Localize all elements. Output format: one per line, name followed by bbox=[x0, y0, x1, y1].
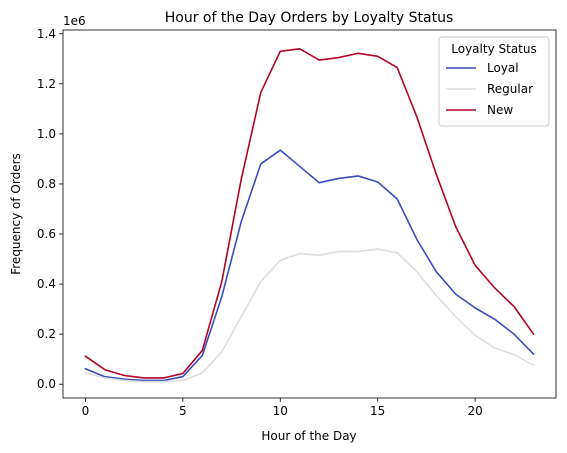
series-line-regular bbox=[84, 248, 535, 383]
series-line-new bbox=[84, 47, 535, 379]
y-tick-label: 0.0 bbox=[37, 377, 56, 391]
x-tick-label: 5 bbox=[179, 404, 187, 418]
x-tick-label: 10 bbox=[273, 404, 288, 418]
y-offset-label: 1e6 bbox=[63, 14, 86, 28]
legend-entries: Loyal Regular New bbox=[446, 61, 533, 117]
y-axis-label: Frequency of Orders bbox=[9, 153, 23, 275]
x-axis-label: Hour of the Day bbox=[261, 429, 356, 443]
y-tick-label: 0.2 bbox=[37, 327, 56, 341]
legend-label-loyal: Loyal bbox=[487, 61, 519, 75]
legend-box bbox=[438, 36, 550, 127]
y-tick-label: 0.8 bbox=[37, 177, 56, 191]
x-tick-label: 15 bbox=[370, 404, 385, 418]
legend-label-regular: Regular bbox=[487, 82, 533, 96]
y-tick-label: 0.6 bbox=[37, 227, 56, 241]
plot-frame bbox=[62, 29, 557, 399]
y-tick-label: 0.4 bbox=[37, 277, 56, 291]
y-tick-label: 1.2 bbox=[37, 77, 56, 91]
legend: Loyalty Status Loyal Regular New bbox=[438, 36, 550, 127]
series-line-loyal bbox=[84, 149, 535, 382]
series-layer bbox=[84, 47, 535, 383]
legend-label-new: New bbox=[487, 103, 513, 117]
y-tick-label: 1.0 bbox=[37, 127, 56, 141]
chart-title: Hour of the Day Orders by Loyalty Status bbox=[165, 10, 454, 26]
x-tick-label: 0 bbox=[82, 404, 90, 418]
x-axis-ticks: 0 5 10 15 20 bbox=[82, 398, 483, 418]
y-tick-label: 1.4 bbox=[37, 27, 56, 41]
legend-title: Loyalty Status bbox=[451, 42, 536, 56]
x-tick-label: 20 bbox=[467, 404, 482, 418]
y-axis-ticks: 0.0 0.2 0.4 0.6 0.8 1.0 1.2 1.4 bbox=[37, 27, 63, 391]
